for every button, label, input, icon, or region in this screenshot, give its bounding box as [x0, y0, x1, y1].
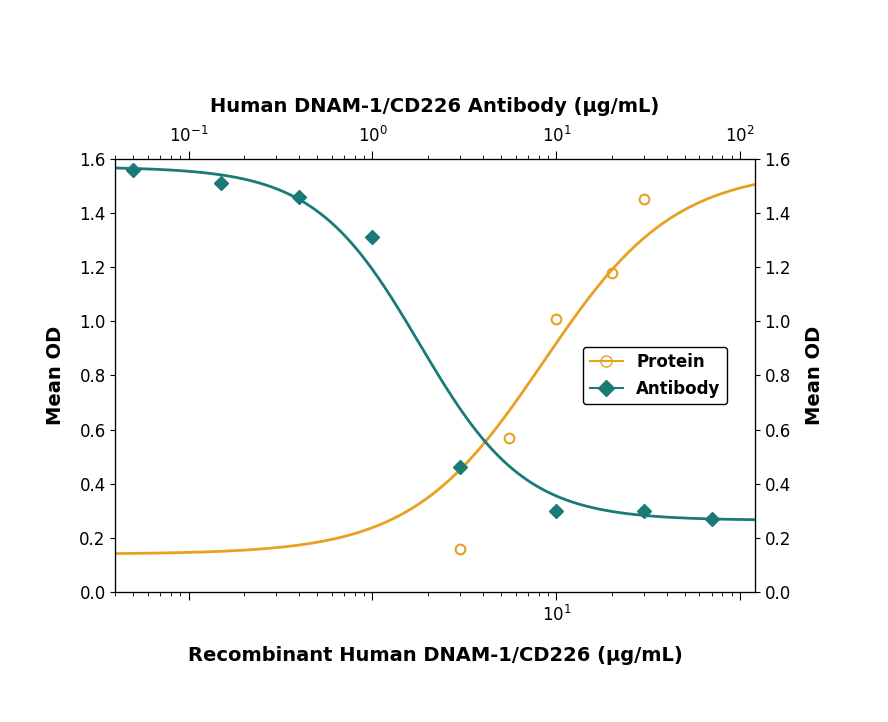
X-axis label: Recombinant Human DNAM-1/CD226 (μg/mL): Recombinant Human DNAM-1/CD226 (μg/mL) [187, 646, 683, 665]
Y-axis label: Mean OD: Mean OD [46, 326, 66, 425]
Y-axis label: Mean OD: Mean OD [805, 326, 824, 425]
Legend: Protein, Antibody: Protein, Antibody [583, 347, 727, 404]
X-axis label: Human DNAM-1/CD226 Antibody (μg/mL): Human DNAM-1/CD226 Antibody (μg/mL) [210, 97, 660, 116]
